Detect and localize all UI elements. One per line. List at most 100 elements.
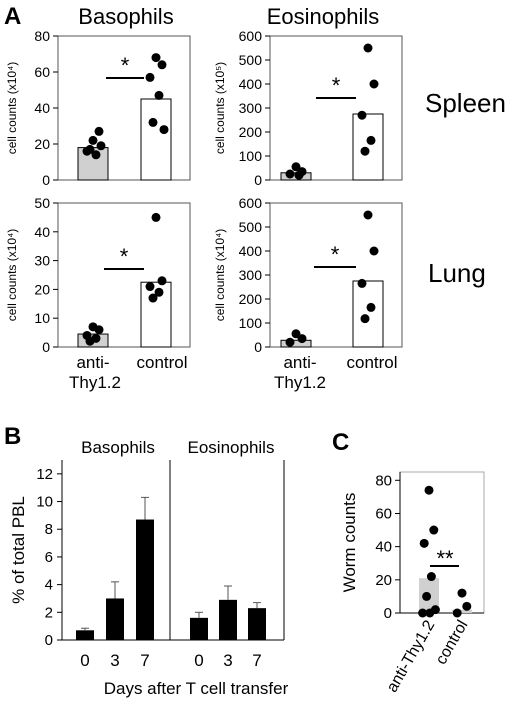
bar xyxy=(136,519,154,640)
data-point xyxy=(145,72,155,82)
data-point xyxy=(91,150,101,160)
y-tick-label: 600 xyxy=(239,28,263,44)
data-point xyxy=(425,608,435,618)
y-axis-label: Worm counts xyxy=(340,493,359,593)
significance-mark: * xyxy=(121,53,130,78)
x-tick-label: 0 xyxy=(194,651,203,670)
chart-A-spleen-eosinophils: 0 100 200 300 400 500 600 cell counts (x10⁵) * xyxy=(213,28,403,188)
chart-A-spleen-basophils: 0 20 40 60 80 cell counts (x10⁴) * xyxy=(5,28,191,188)
row-label-spleen: Spleen xyxy=(425,88,506,118)
y-tick-label: 400 xyxy=(239,76,263,92)
col-title-eosinophils: Eosinophils xyxy=(267,4,380,29)
y-axis-label: cell counts (x10⁴) xyxy=(5,229,19,322)
b-xlabel: Days after T cell transfer xyxy=(104,679,289,698)
x-label-control: control xyxy=(136,353,187,372)
y-tick-label: 4 xyxy=(45,577,53,594)
y-tick-label: 80 xyxy=(375,472,392,489)
data-point xyxy=(148,293,158,303)
data-point xyxy=(151,53,161,63)
data-point xyxy=(151,212,161,222)
data-point xyxy=(154,90,164,100)
bar-control xyxy=(352,113,384,181)
data-point xyxy=(94,325,104,335)
y-tick-label: 10 xyxy=(34,310,50,326)
plot-frame xyxy=(57,202,191,348)
data-point xyxy=(88,135,98,145)
panel-letter-b: B xyxy=(4,423,21,450)
y-axis-label: cell counts (x10⁴) xyxy=(5,62,19,155)
data-point xyxy=(148,117,158,127)
data-point xyxy=(85,144,95,154)
data-point xyxy=(419,538,429,548)
y-tick-label: 8 xyxy=(45,521,53,538)
y-tick-label: 60 xyxy=(34,64,50,80)
y-tick-label: 50 xyxy=(34,195,50,211)
data-point xyxy=(96,141,106,151)
group-title: Basophils xyxy=(81,438,155,457)
x-tick-label: anti-Thy1.2 xyxy=(384,617,439,695)
significance-mark: * xyxy=(331,242,340,267)
x-label-anti-line1-right: anti- xyxy=(283,353,316,372)
data-point xyxy=(85,336,95,346)
y-tick-label: 6 xyxy=(45,549,53,566)
data-point xyxy=(297,334,307,344)
data-point xyxy=(418,608,428,618)
y-tick-label: 300 xyxy=(239,267,263,283)
data-point xyxy=(157,60,167,70)
y-tick-label: 40 xyxy=(34,100,50,116)
y-tick-label: 20 xyxy=(34,281,50,297)
y-tick-label: 500 xyxy=(239,219,263,235)
x-label-control-right: control xyxy=(346,353,397,372)
y-axis-label: cell counts (x10⁴) xyxy=(213,229,227,322)
data-point xyxy=(422,591,432,601)
x-tick-label: 3 xyxy=(110,651,119,670)
data-point xyxy=(366,302,376,312)
bar xyxy=(190,617,208,640)
significance-mark: * xyxy=(120,244,129,269)
y-axis-label: cell counts (x10⁵) xyxy=(213,62,227,154)
y-tick-label: 20 xyxy=(34,136,50,152)
bar-control xyxy=(352,280,384,348)
bar xyxy=(106,598,124,640)
chart-A-lung-eosinophils: 0 100 200 300 400 500 600 cell counts (x10⁴) * xyxy=(213,195,403,355)
col-title-basophils: Basophils xyxy=(78,4,173,29)
y-axis-label: % of total PBL xyxy=(9,496,28,604)
y-tick-label: 200 xyxy=(239,291,263,307)
x-tick-label: 7 xyxy=(252,651,261,670)
significance-mark: ** xyxy=(436,546,454,571)
y-tick-label: 300 xyxy=(239,100,263,116)
y-tick-label: 0 xyxy=(45,632,53,649)
x-label-anti-line2-right: Thy1.2 xyxy=(274,373,326,392)
y-tick-label: 600 xyxy=(239,195,263,211)
y-tick-label: 100 xyxy=(239,148,263,164)
data-point xyxy=(429,525,439,535)
data-point xyxy=(424,485,434,495)
data-point xyxy=(145,282,155,292)
data-point xyxy=(94,126,104,136)
bar xyxy=(219,599,237,640)
y-tick-label: 500 xyxy=(239,52,263,68)
plot-frame xyxy=(399,471,485,614)
y-tick-label: 0 xyxy=(42,339,50,355)
y-tick-label: 40 xyxy=(375,539,392,556)
data-point xyxy=(357,110,367,120)
y-tick-label: 0 xyxy=(254,172,262,188)
bar xyxy=(248,608,266,640)
y-tick-label: 200 xyxy=(239,124,263,140)
data-point xyxy=(294,170,304,180)
x-tick-label: 3 xyxy=(223,651,232,670)
y-tick-label: 30 xyxy=(34,253,50,269)
bar xyxy=(76,630,94,640)
data-point xyxy=(285,169,295,179)
y-tick-label: 20 xyxy=(375,572,392,589)
data-point xyxy=(360,146,370,156)
data-point xyxy=(363,43,373,53)
data-point xyxy=(369,79,379,89)
significance-mark: * xyxy=(332,73,341,98)
data-point xyxy=(157,276,167,286)
data-point xyxy=(462,601,472,611)
x-label-anti-line1: anti- xyxy=(76,353,109,372)
data-point xyxy=(426,572,436,582)
